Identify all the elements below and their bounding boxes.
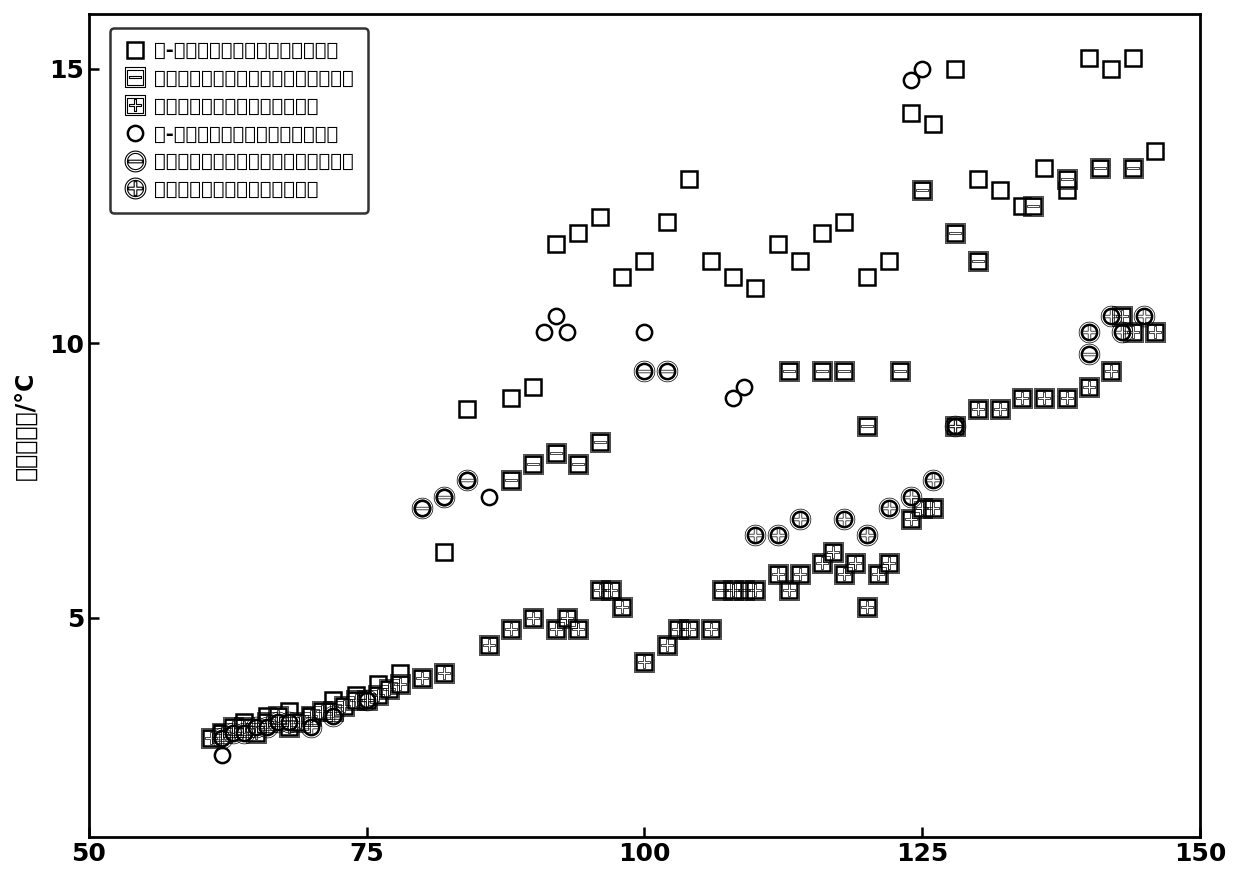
Legend: 无-弱阴极发光方解石中盐水包裹体, 中等强度阴极发光方解石中盐水包裹体, 强阴极发光方解石中盐水包裹体, 无-弱阴极发光方解石中油气包裹体, 中等强度阴极发光方: 无-弱阴极发光方解石中盐水包裹体, 中等强度阴极发光方解石中盐水包裹体, 强阴极… (109, 28, 368, 213)
Y-axis label: 校正温度值/°C: 校正温度值/°C (14, 371, 38, 480)
